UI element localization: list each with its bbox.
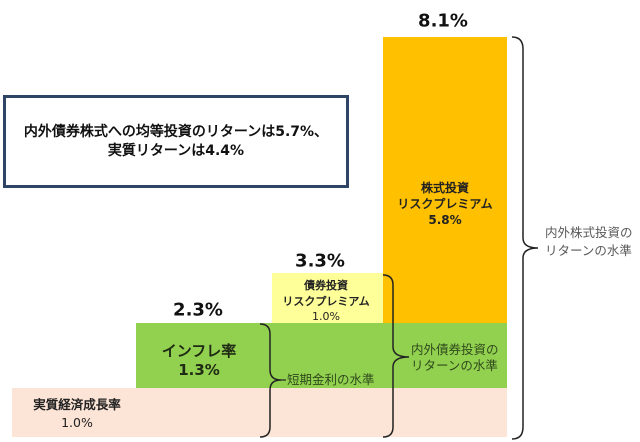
summary-textbox: 内外債券株式への均等投資のリターンは5.7%、 実質リターンは4.4% xyxy=(3,95,349,188)
bar-equity-premium-label: 株式投資 リスクプレミアム 5.8% xyxy=(383,180,507,228)
bar-inflation-value: 1.3% xyxy=(178,361,220,379)
bar-real-growth-name: 実質経済成長率 xyxy=(33,397,121,412)
total-label-3-3: 3.3% xyxy=(295,250,345,272)
bar-inflation-name: インフレ率 xyxy=(161,342,237,360)
bar-equity-premium-name-1: 株式投資 xyxy=(420,181,469,195)
total-label-2-3: 2.3% xyxy=(173,299,223,321)
total-label-8-1: 8.1% xyxy=(418,10,468,32)
annotation-short-rate: 短期金利の水準 xyxy=(287,372,375,387)
summary-line-2: 実質リターンは4.4% xyxy=(107,142,245,159)
annotation-equity-return: 内外株式投資の リターンの水準 xyxy=(545,224,633,260)
bar-bond-premium-label: 債券投資 リスクプレミアム 1.0% xyxy=(266,278,386,325)
bar-inflation xyxy=(136,323,507,388)
bar-equity-premium-name-2: リスクプレミアム xyxy=(397,197,493,211)
annotation-bond-return-line-2: リターンの水準 xyxy=(411,358,498,373)
bar-bond-premium-value: 1.0% xyxy=(312,310,340,323)
bracket-equity-return-icon xyxy=(511,36,539,440)
bar-real-growth-label: 実質経済成長率 1.0% xyxy=(12,396,142,432)
bar-equity-premium-value: 5.8% xyxy=(428,213,462,227)
bar-bond-premium xyxy=(272,273,383,323)
bar-real-growth xyxy=(12,388,507,437)
annotation-equity-return-line-1: 内外株式投資の xyxy=(545,225,633,240)
bar-inflation-label: インフレ率 1.3% xyxy=(136,342,262,380)
bar-bond-premium-name-2: リスクプレミアム xyxy=(282,294,370,308)
annotation-equity-return-line-2: リターンの水準 xyxy=(545,243,632,258)
bar-bond-premium-name-1: 債券投資 xyxy=(304,279,348,292)
bar-real-growth-value: 1.0% xyxy=(61,415,93,430)
annotation-bond-return-line-1: 内外債券投資の xyxy=(411,342,499,357)
annotation-bond-return: 内外債券投資の リターンの水準 xyxy=(411,342,499,374)
summary-line-1: 内外債券株式への均等投資のリターンは5.7%、 xyxy=(23,123,329,140)
